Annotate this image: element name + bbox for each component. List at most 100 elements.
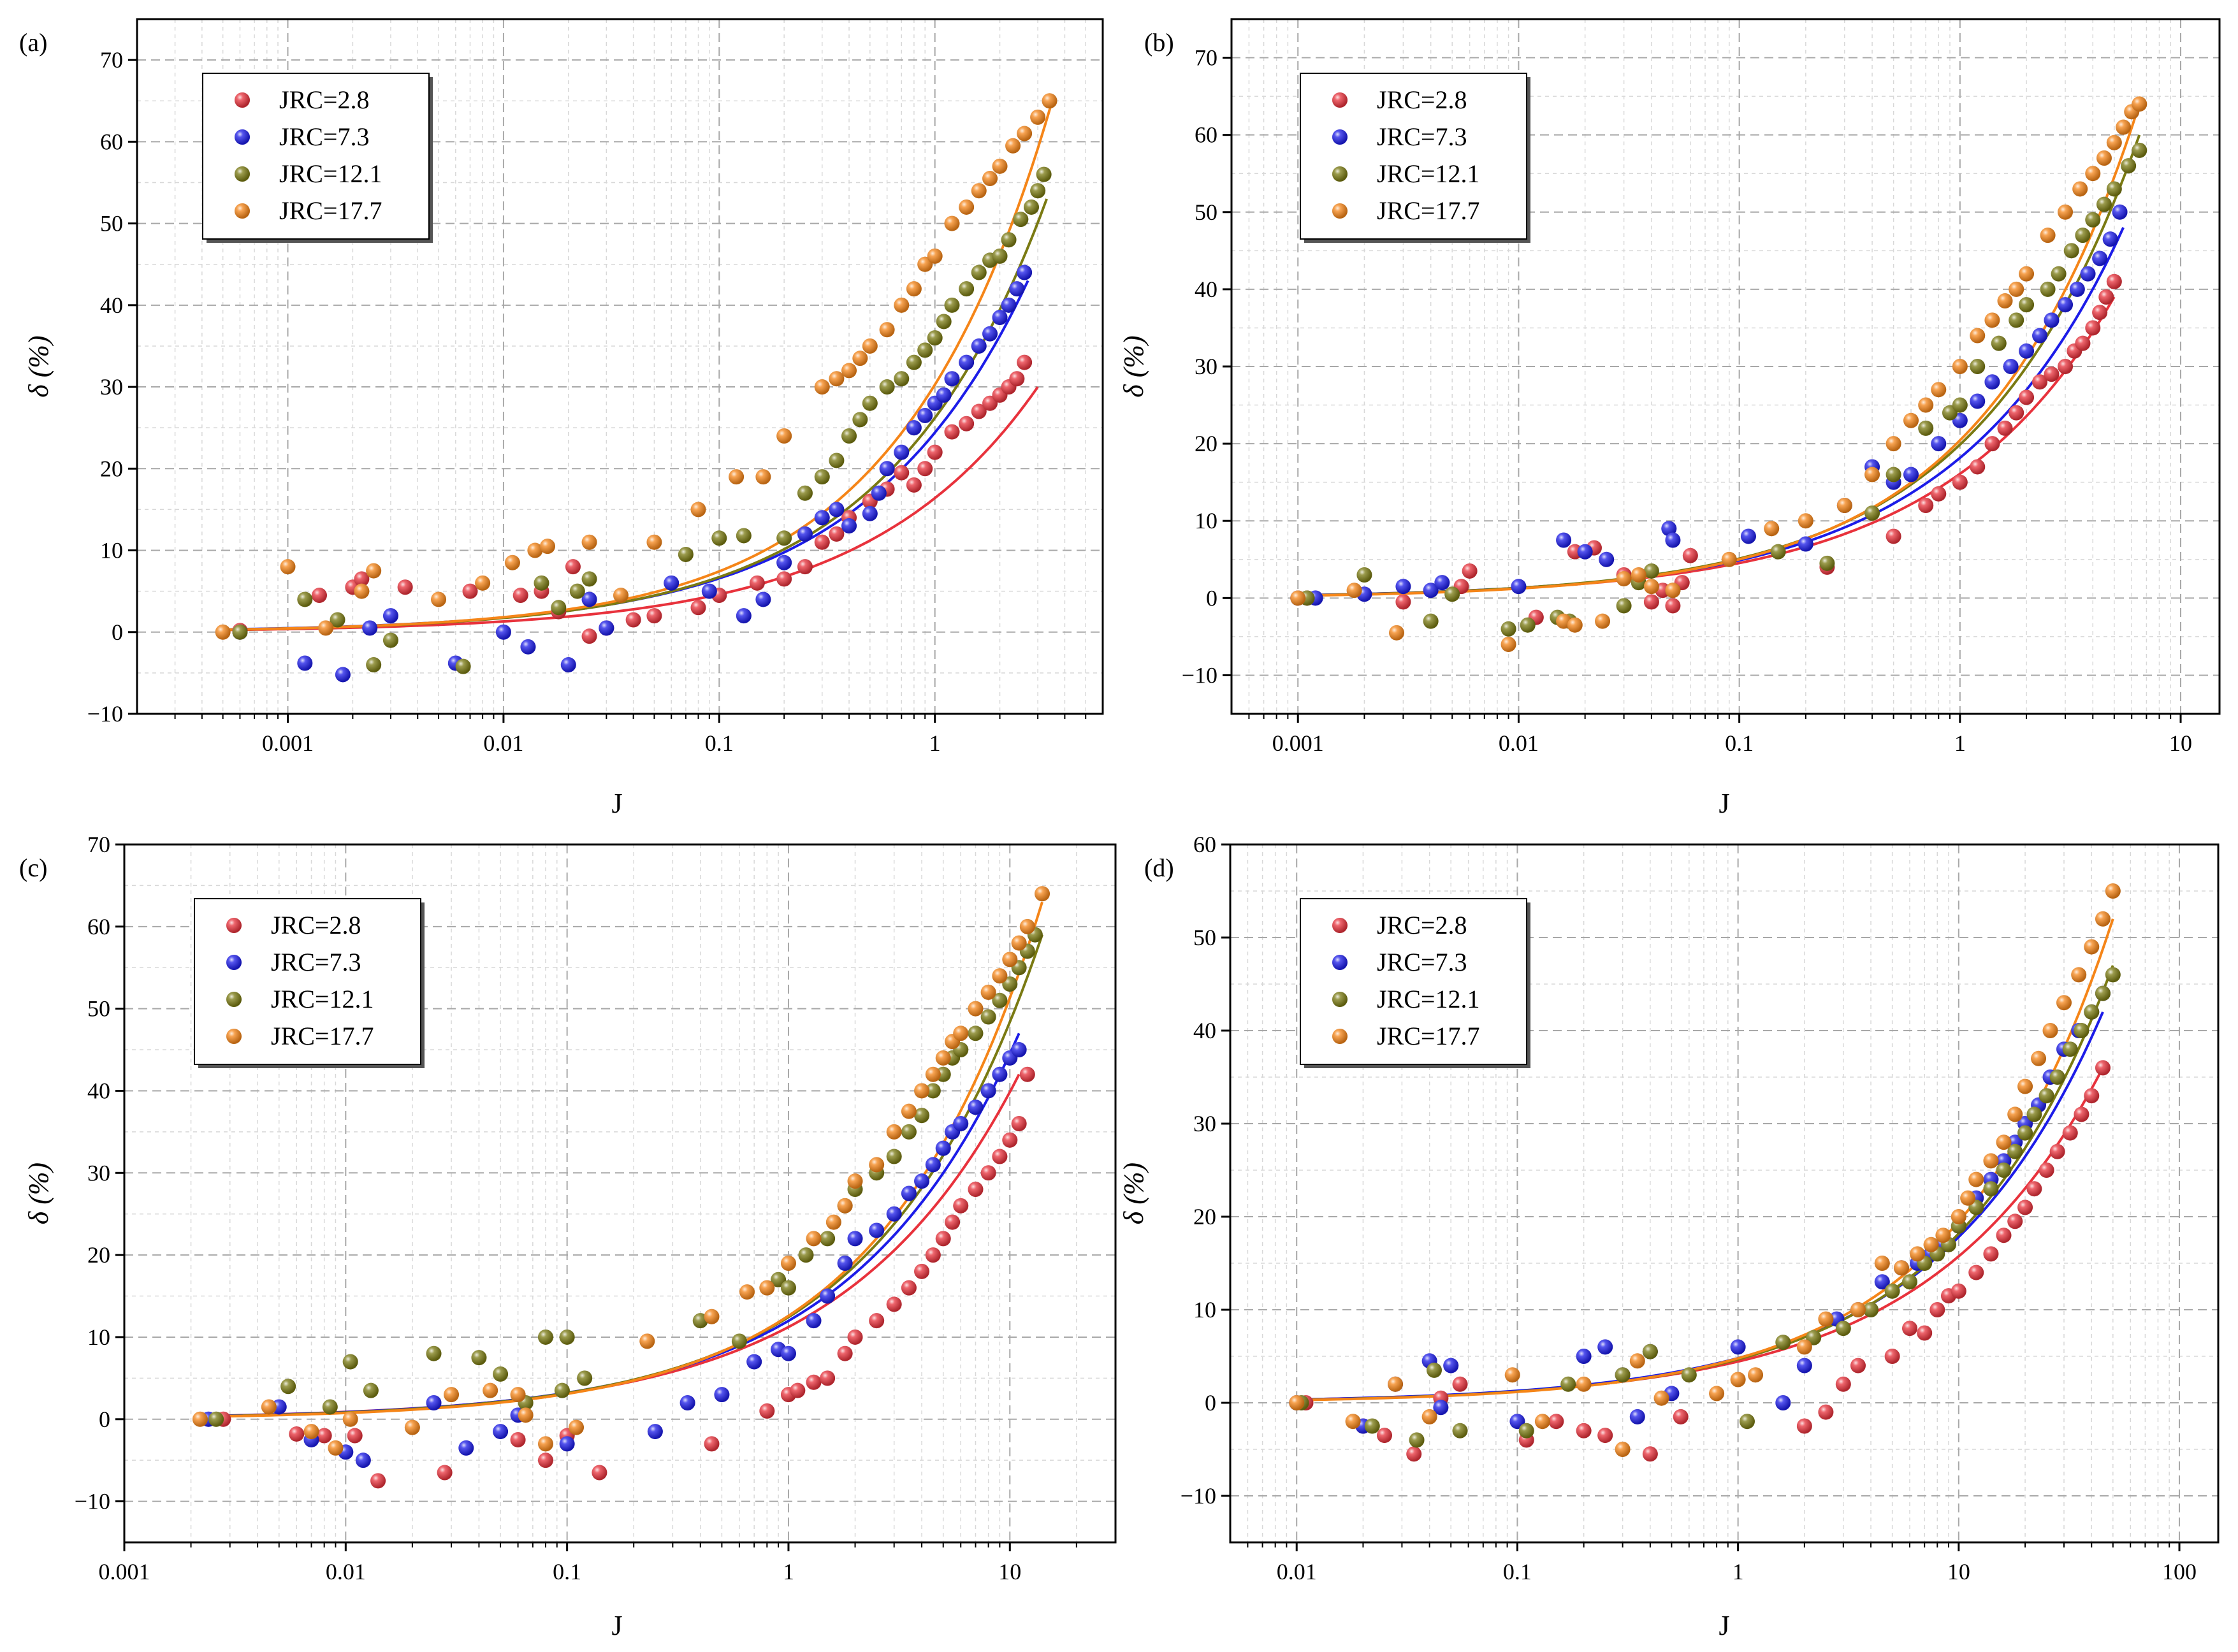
data-point-highlight	[925, 1247, 941, 1263]
data-point-highlight	[1775, 1395, 1791, 1410]
data-point-highlight	[2003, 359, 2019, 374]
data-point-highlight	[1364, 1418, 1380, 1434]
data-point-highlight	[776, 571, 792, 587]
data-point-highlight	[1560, 1376, 1576, 1392]
data-point-highlight	[1500, 637, 1516, 652]
data-point-highlight	[1615, 1442, 1631, 1457]
y-tick-label: 30	[100, 374, 123, 400]
data-point-highlight	[1520, 617, 1536, 633]
data-point-highlight	[1011, 935, 1027, 951]
data-point-highlight	[2017, 1125, 2033, 1141]
data-point-highlight	[1910, 1246, 1926, 1262]
data-point-highlight	[1730, 1339, 1746, 1355]
y-axis-title: δ (%)	[23, 335, 54, 397]
data-point-highlight	[664, 575, 679, 591]
data-point-highlight	[829, 526, 845, 542]
data-point-highlight	[935, 1050, 951, 1066]
data-point-highlight	[2058, 204, 2074, 220]
panel-label: (a)	[19, 28, 47, 57]
y-tick-label: −10	[1182, 662, 1217, 688]
data-point-highlight	[1511, 579, 1527, 595]
data-point-highlight	[953, 1198, 969, 1214]
x-axis-title: J	[1718, 788, 1729, 819]
data-point-highlight	[520, 639, 536, 655]
data-point-highlight	[2009, 405, 2024, 421]
data-point-highlight	[1002, 952, 1018, 967]
data-point-highlight	[1970, 459, 1986, 475]
y-tick-label: 10	[1193, 1297, 1216, 1322]
data-point-highlight	[1011, 1116, 1027, 1131]
data-point-highlight	[820, 1231, 836, 1247]
data-point-highlight	[1030, 183, 1046, 199]
data-point-highlight	[2019, 266, 2035, 282]
data-point-highlight	[1002, 976, 1018, 992]
y-tick-label: 50	[1193, 925, 1216, 950]
data-point-highlight	[1863, 1302, 1879, 1317]
x-axis-title: J	[611, 1610, 622, 1641]
legend-marker-highlight	[1332, 992, 1348, 1007]
data-point-highlight	[1902, 1274, 1918, 1290]
data-point-highlight	[2121, 158, 2137, 174]
data-point-highlight	[927, 330, 943, 346]
data-point-highlight	[1665, 532, 1681, 548]
data-point-highlight	[894, 297, 910, 313]
data-point-highlight	[959, 354, 975, 370]
data-point-highlight	[901, 1280, 917, 1296]
x-tick-label: 0.001	[1272, 730, 1324, 756]
data-point-highlight	[944, 371, 960, 387]
data-point-highlight	[232, 624, 248, 640]
data-point-highlight	[776, 554, 792, 570]
data-point-highlight	[992, 158, 1008, 174]
data-point-highlight	[362, 620, 378, 636]
legend-marker-highlight	[235, 129, 250, 145]
data-point-highlight	[577, 1370, 593, 1386]
data-point-highlight	[639, 1333, 655, 1349]
data-point-highlight	[1952, 397, 1968, 413]
data-point-highlight	[1642, 1446, 1658, 1462]
data-point-highlight	[790, 1382, 806, 1398]
legend-label: JRC=7.3	[271, 948, 361, 976]
data-point-highlight	[2032, 374, 2048, 390]
fit-curve-JRC=17.7	[200, 901, 1043, 1418]
data-point-highlight	[992, 248, 1008, 264]
data-point-highlight	[297, 655, 313, 671]
data-point-highlight	[1893, 1260, 1909, 1276]
data-point-highlight	[1983, 1181, 1999, 1197]
panel-label: (b)	[1144, 28, 1174, 57]
data-point-highlight	[1902, 1321, 1918, 1337]
data-point-highlight	[613, 588, 629, 604]
data-point-highlight	[1534, 1414, 1550, 1430]
data-point-highlight	[914, 1083, 930, 1099]
data-point-highlight	[625, 612, 641, 628]
data-point-highlight	[342, 1354, 358, 1370]
data-point-highlight	[2044, 366, 2060, 382]
data-point-highlight	[2102, 231, 2118, 247]
data-point-highlight	[886, 1296, 902, 1312]
data-point-highlight	[1661, 521, 1677, 537]
data-point-highlight	[560, 657, 576, 673]
data-point-highlight	[1983, 1246, 1999, 1262]
data-point-highlight	[971, 338, 987, 354]
data-point-highlight	[1775, 1335, 1791, 1351]
data-point-highlight	[1643, 563, 1659, 579]
data-point-highlight	[1903, 467, 1919, 482]
data-point-highlight	[437, 1465, 453, 1481]
data-point-highlight	[1576, 1376, 1592, 1392]
legend: JRC=2.8 JRC=7.3 JRC=12.1 JRC=17.7	[1300, 898, 1530, 1068]
data-point-highlight	[539, 539, 555, 554]
data-point-highlight	[1730, 1372, 1746, 1388]
data-point-highlight	[1665, 598, 1681, 614]
data-point-highlight	[1653, 1390, 1669, 1406]
data-point-highlight	[917, 342, 933, 358]
data-point-highlight	[1452, 1423, 1468, 1438]
data-point-highlight	[1017, 354, 1033, 370]
data-point-highlight	[289, 1426, 305, 1442]
data-point-highlight	[2007, 1106, 2023, 1122]
y-tick-label: 30	[1193, 1111, 1216, 1136]
data-point-highlight	[953, 1116, 969, 1131]
data-point-highlight	[1443, 1358, 1459, 1373]
data-point-highlight	[959, 281, 975, 297]
panel-label: (c)	[19, 853, 47, 882]
